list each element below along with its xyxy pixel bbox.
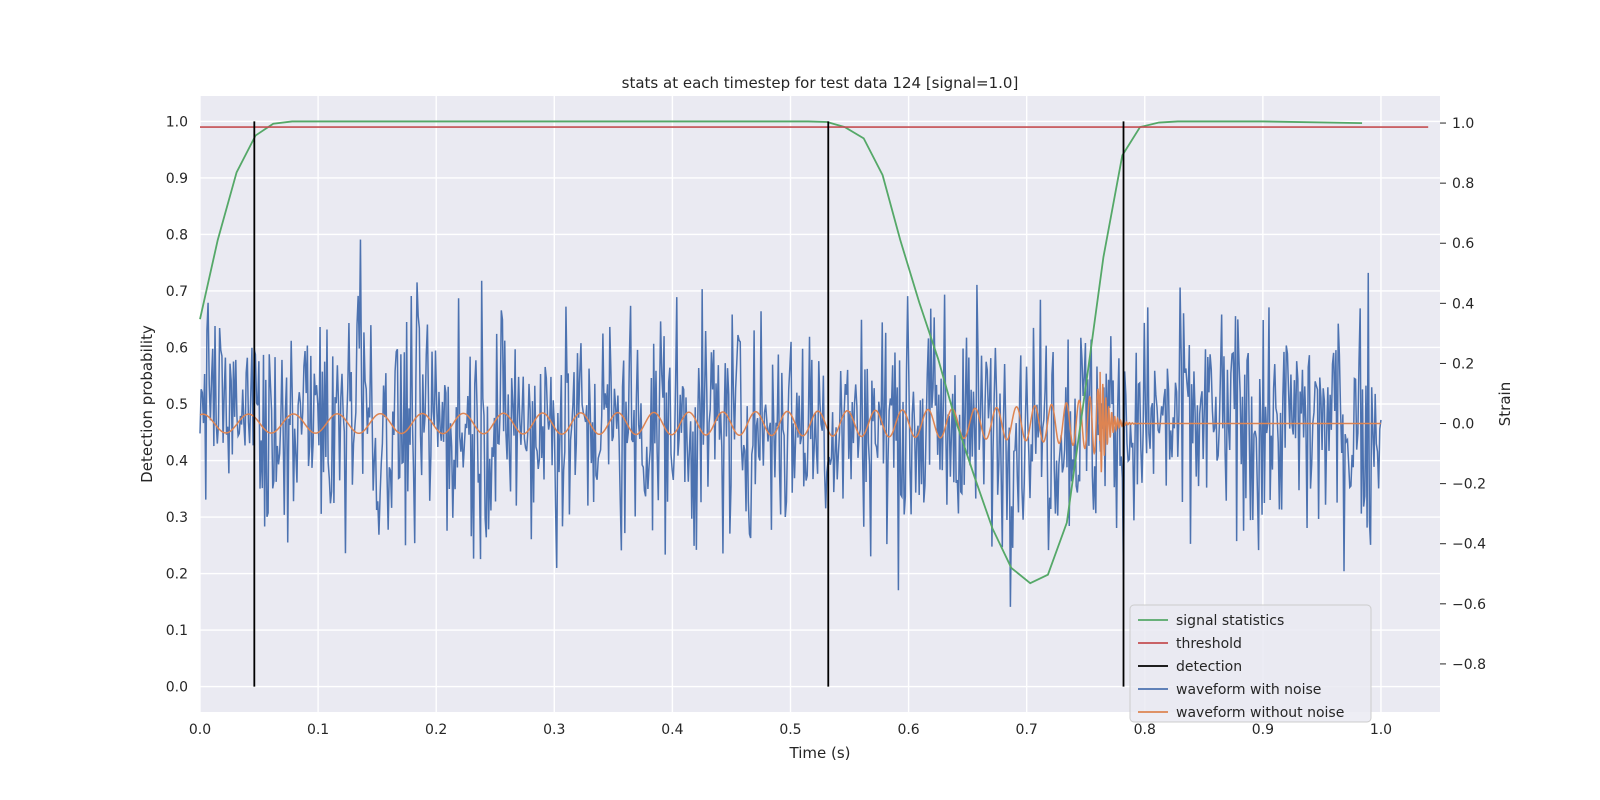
legend-label: signal statistics — [1176, 613, 1284, 629]
right-tick-label: 0.2 — [1452, 356, 1474, 372]
x-tick-label: 0.9 — [1252, 722, 1274, 738]
left-tick-label: 0.1 — [166, 623, 188, 639]
right-tick-label: −0.8 — [1452, 657, 1486, 673]
x-tick-label: 0.2 — [425, 722, 447, 738]
right-tick-label: 0.0 — [1452, 417, 1474, 433]
series-waveform-without-noise — [199, 371, 1381, 473]
x-tick-label: 0.1 — [307, 722, 329, 738]
left-tick-label: 0.5 — [166, 397, 188, 413]
left-tick-label: 0.4 — [166, 454, 188, 470]
right-tick-label: 0.4 — [1452, 296, 1474, 312]
left-tick-label: 0.3 — [166, 510, 188, 526]
x-tick-label: 0.6 — [897, 722, 919, 738]
x-tick-label: 1.0 — [1370, 722, 1392, 738]
legend: signal statistics threshold detection wavef… — [1129, 604, 1372, 723]
right-tick-label: 0.6 — [1452, 236, 1474, 252]
x-tick-label: 0.3 — [543, 722, 565, 738]
legend-label: waveform without noise — [1176, 705, 1344, 721]
right-tick-label: −0.2 — [1452, 477, 1486, 493]
legend-label: threshold — [1176, 636, 1242, 652]
left-axis-label: Detection probability — [138, 325, 156, 483]
left-tick-label: 0.6 — [166, 340, 188, 356]
left-tick-label: 0.8 — [166, 227, 188, 243]
x-tick-label: 0.5 — [779, 722, 801, 738]
x-axis-label: Time (s) — [789, 744, 851, 762]
left-tick-label: 0.2 — [166, 567, 188, 583]
x-tick-label: 0.0 — [189, 722, 211, 738]
x-tick-label: 0.4 — [661, 722, 683, 738]
chart-title: stats at each timestep for test data 124… — [622, 74, 1019, 92]
legend-box — [1129, 604, 1372, 723]
right-axis-ticks: −0.8 −0.6 −0.4 −0.2 0.0 0.2 0.4 0.6 0.8 1.0 — [1440, 116, 1486, 673]
legend-label: detection — [1176, 659, 1242, 675]
right-tick-label: 1.0 — [1452, 116, 1474, 132]
right-tick-label: 0.8 — [1452, 176, 1474, 192]
x-axis-ticks: 0.0 0.1 0.2 0.3 0.4 0.5 0.6 0.7 0.8 0.9 1.0 — [189, 722, 1392, 738]
legend-label: waveform with noise — [1176, 682, 1321, 698]
series-waveform-with-noise — [199, 239, 1382, 607]
series-layer — [199, 120, 1429, 687]
left-tick-label: 0.7 — [166, 284, 188, 300]
left-tick-label: 0.0 — [166, 680, 188, 696]
right-tick-label: −0.6 — [1452, 597, 1486, 613]
series-signal-statistics — [199, 120, 1363, 585]
left-tick-label: 0.9 — [166, 171, 188, 187]
x-tick-label: 0.8 — [1134, 722, 1156, 738]
left-axis-ticks: 0.0 0.1 0.2 0.3 0.4 0.5 0.6 0.7 0.8 0.9 1.0 — [166, 114, 188, 695]
x-tick-label: 0.7 — [1016, 722, 1038, 738]
left-tick-label: 1.0 — [166, 114, 188, 130]
right-tick-label: −0.4 — [1452, 537, 1486, 553]
right-axis-label: Strain — [1496, 382, 1514, 426]
